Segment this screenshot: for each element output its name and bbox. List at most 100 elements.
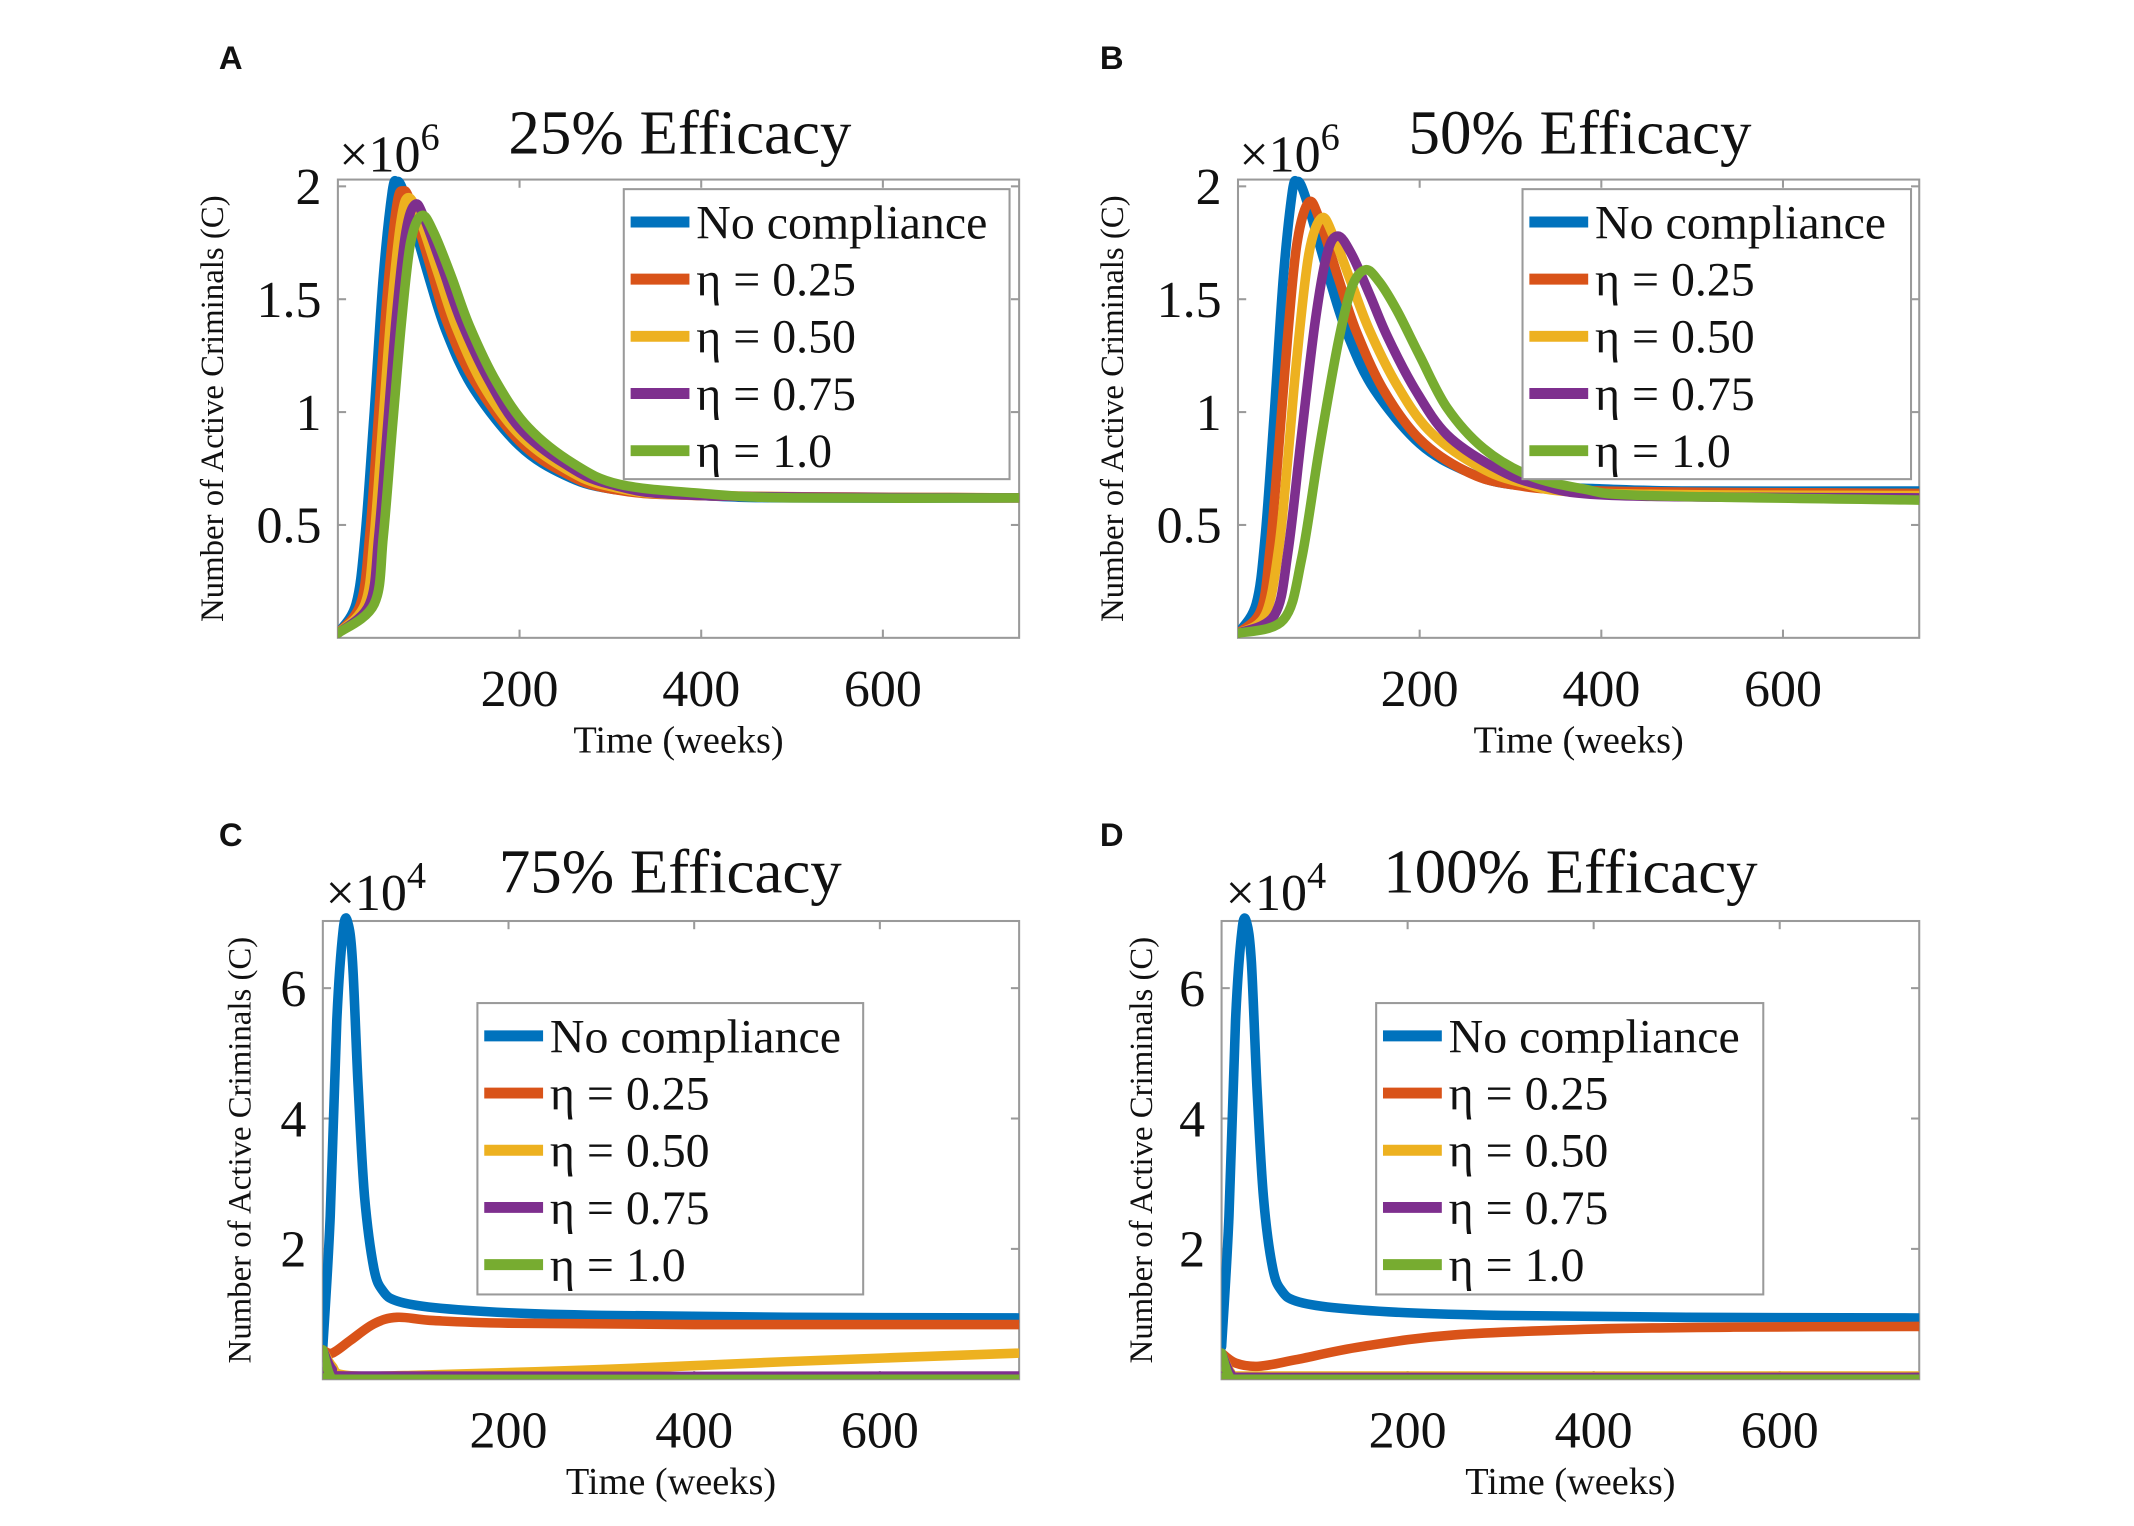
x-tick-label: 600	[1744, 661, 1822, 718]
series-line-4	[1237, 264, 1920, 638]
y-axis-label: Number of Active Criminals (C)	[1095, 195, 1131, 622]
legend-item: η = 0.25	[630, 254, 856, 307]
y-tick-label: 1	[295, 385, 321, 442]
chart-title: 50% Efficacy	[1409, 98, 1752, 168]
y-tick-label: 1.5	[1157, 272, 1222, 329]
legend-label: No compliance	[1595, 196, 1886, 249]
panel-letter: D	[1100, 816, 1124, 853]
y-tick-label: 1	[1196, 385, 1222, 442]
legend-item: No compliance	[1382, 1010, 1740, 1063]
legend-label: η = 1.0	[696, 425, 832, 478]
legend-item: η = 1.0	[630, 425, 832, 478]
chart-title: 100% Efficacy	[1383, 836, 1758, 906]
legend-item: η = 0.50	[1382, 1125, 1609, 1178]
y-tick-label: 4	[280, 1091, 306, 1148]
legend-label: η = 1.0	[1595, 425, 1731, 478]
axis-multiplier: ×106	[1239, 116, 1339, 183]
legend-box	[476, 1002, 865, 1296]
legend-item: η = 0.75	[630, 368, 856, 421]
y-tick-label: 2	[1179, 1222, 1205, 1279]
multiplier-power: 6	[1321, 116, 1340, 158]
legend-label: η = 0.25	[696, 254, 856, 307]
legend-item: No compliance	[1529, 196, 1886, 249]
legend-label: η = 0.50	[550, 1125, 710, 1178]
y-tick-label: 2	[295, 159, 321, 216]
legend-item: η = 0.75	[484, 1182, 710, 1235]
series-lines	[337, 175, 1020, 638]
legend-label: No compliance	[550, 1010, 841, 1063]
axis-multiplier: ×104	[326, 855, 426, 922]
x-axis-label: Time (weeks)	[566, 1461, 776, 1503]
legend-item: η = 1.0	[1382, 1239, 1585, 1292]
legend-label: η = 0.75	[1449, 1182, 1609, 1235]
legend-item: η = 0.75	[1382, 1182, 1609, 1235]
legend-item: η = 0.25	[1529, 254, 1755, 307]
x-axis-label: Time (weeks)	[1473, 720, 1683, 762]
legend-label: η = 1.0	[1449, 1239, 1585, 1292]
y-tick-label: 2	[1196, 159, 1222, 216]
y-axis-label: Number of Active Criminals (C)	[1124, 937, 1160, 1364]
x-tick-label: 400	[1562, 661, 1640, 718]
y-axis-label: Number of Active Criminals (C)	[222, 937, 258, 1364]
multiplier-base: ×10	[339, 126, 420, 183]
legend-item: η = 0.25	[1382, 1068, 1609, 1121]
x-tick-label: 200	[1369, 1403, 1447, 1460]
axis-multiplier: ×106	[339, 116, 439, 183]
multiplier-power: 4	[1307, 855, 1326, 897]
x-tick-label: 600	[1741, 1403, 1819, 1460]
legend-item: No compliance	[484, 1010, 841, 1063]
series-line-4	[337, 210, 1020, 638]
legend-label: η = 1.0	[550, 1239, 686, 1292]
series-line-1	[322, 1312, 1020, 1359]
legend-item: η = 0.50	[1529, 311, 1755, 364]
series-line-0	[322, 913, 1020, 1352]
x-axis-label: Time (weeks)	[1465, 1461, 1675, 1503]
panel-letter: A	[219, 39, 243, 76]
x-tick-label: 400	[1555, 1403, 1633, 1460]
multiplier-base: ×10	[326, 865, 407, 922]
series-line-1	[1221, 1321, 1920, 1372]
x-tick-label: 200	[1381, 661, 1459, 718]
y-tick-label: 0.5	[1157, 498, 1222, 555]
legend-label: η = 0.25	[1449, 1068, 1609, 1121]
panel-letter: C	[219, 816, 243, 853]
series-line-3	[1237, 231, 1920, 638]
legend-label: η = 0.75	[550, 1182, 710, 1235]
chart-title: 75% Efficacy	[499, 836, 842, 906]
x-tick-label: 400	[655, 1403, 733, 1460]
legend-label: η = 0.75	[696, 368, 856, 421]
legend-label: η = 0.50	[1449, 1125, 1609, 1178]
x-tick-label: 200	[470, 1403, 548, 1460]
multiplier-power: 4	[407, 855, 426, 897]
legend-label: No compliance	[696, 196, 987, 249]
multiplier-power: 6	[421, 116, 440, 158]
series-lines	[322, 913, 1020, 1380]
series-lines	[1237, 175, 1920, 638]
axis-multiplier: ×104	[1226, 855, 1326, 922]
series-lines	[1221, 913, 1920, 1380]
legend-item: η = 1.0	[484, 1239, 686, 1292]
legend-item: η = 1.0	[1529, 425, 1731, 478]
legend-label: η = 0.50	[696, 311, 856, 364]
legend-label: η = 0.75	[1595, 368, 1755, 421]
legend-label: η = 0.25	[1595, 254, 1755, 307]
panel-letter: B	[1100, 39, 1124, 76]
legend-item: η = 0.25	[484, 1068, 710, 1121]
y-tick-label: 2	[280, 1222, 306, 1279]
x-tick-label: 600	[841, 1403, 919, 1460]
y-tick-label: 1.5	[256, 272, 321, 329]
y-tick-label: 0.5	[256, 498, 321, 555]
legend-item: η = 0.50	[630, 311, 856, 364]
panel-a: A 25% Efficacy ×106 200 400 600 0.5 1 1.5 2 Time (…	[195, 39, 1021, 762]
x-tick-label: 200	[481, 661, 559, 718]
legend-label: η = 0.25	[550, 1068, 710, 1121]
legend-item: η = 0.75	[1529, 368, 1755, 421]
panel-b: B 50% Efficacy ×106 200 400 600 0.5 1 1.5 2 Time (…	[1095, 39, 1921, 762]
chart-title: 25% Efficacy	[508, 98, 851, 168]
series-line-4	[1221, 1348, 1920, 1380]
